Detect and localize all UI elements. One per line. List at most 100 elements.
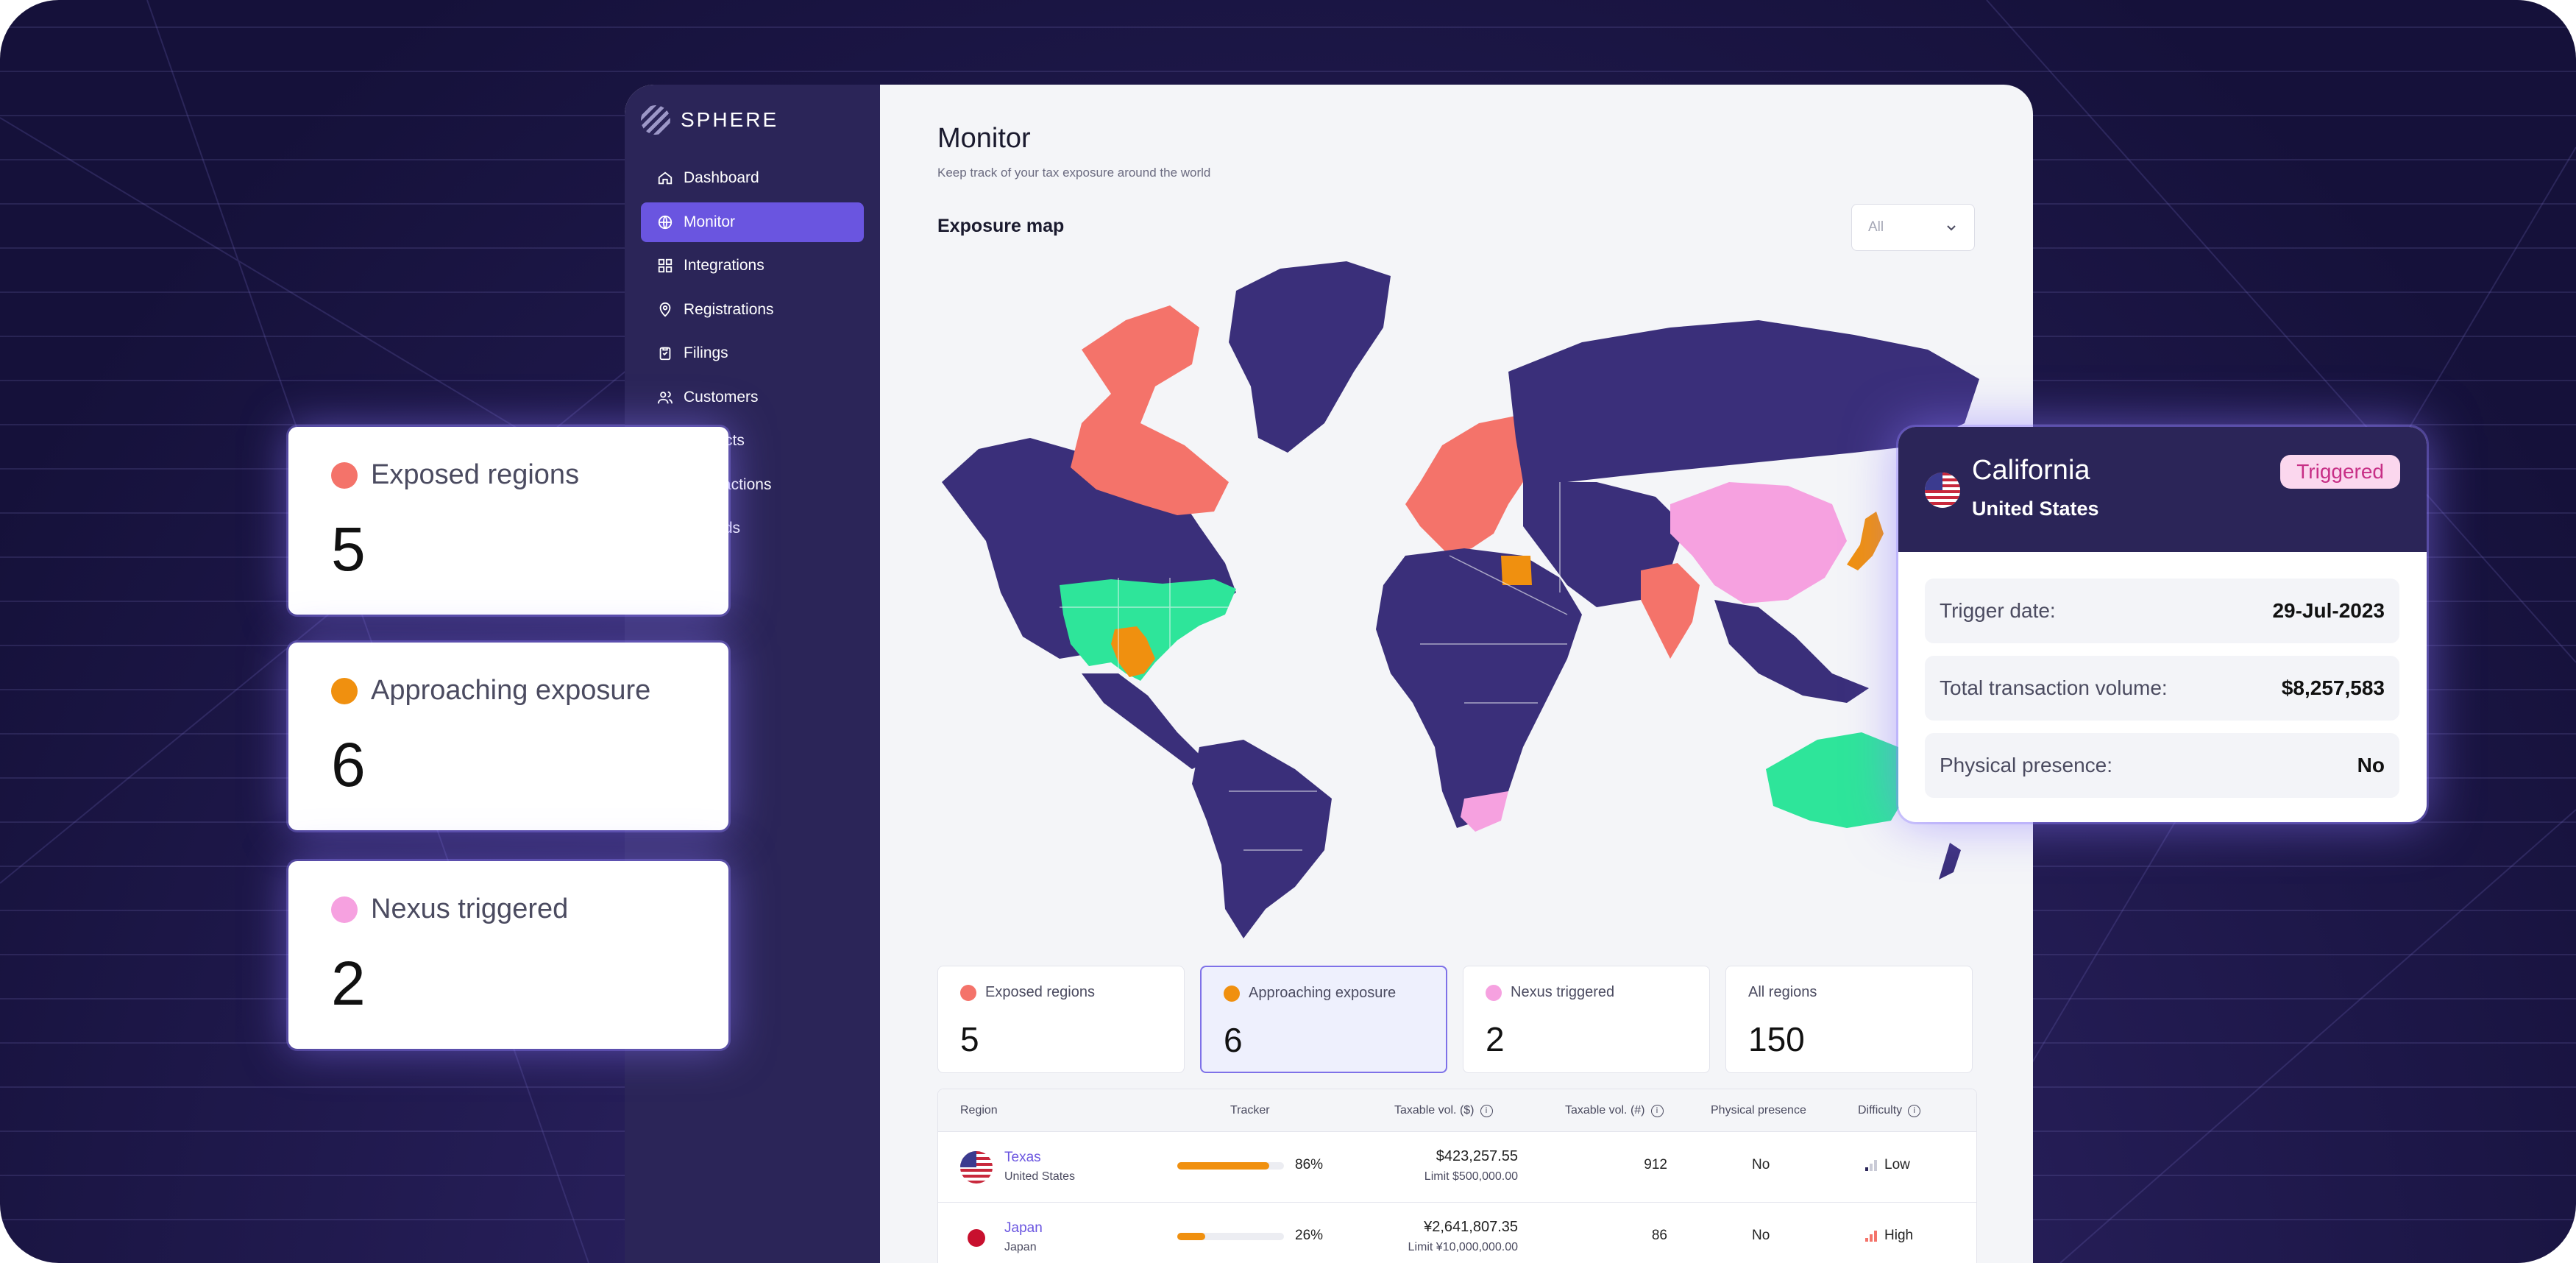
stat-label: Approaching exposure (1224, 985, 1396, 1002)
map-region-japan[interactable] (1847, 512, 1884, 570)
us-flag-icon (960, 1151, 993, 1184)
stat-value: 150 (1748, 1020, 1805, 1058)
map-region-greenland[interactable] (1229, 261, 1391, 453)
map-region-russia[interactable] (1508, 320, 1979, 482)
region-filter-select[interactable]: All (1851, 204, 1975, 251)
sidebar-item-filings[interactable]: Filings (641, 333, 864, 373)
globe-icon (657, 214, 673, 230)
difficulty: High (1865, 1228, 1913, 1244)
tracker-bar (1177, 1233, 1284, 1240)
table-row[interactable]: Japan Japan 26% ¥2,641,807.35 Limit ¥10,000,… (938, 1203, 1976, 1263)
map-region-canada-north[interactable] (1071, 305, 1229, 515)
home-icon (657, 170, 673, 186)
detail-header: California United States Triggered (1898, 427, 2427, 552)
sidebar-item-label: Monitor (684, 213, 736, 230)
pin-icon (657, 302, 673, 318)
map-region-europe[interactable] (1405, 416, 1530, 556)
taxable-count: 86 (1651, 1228, 1667, 1243)
region-link[interactable]: Japan (1004, 1220, 1043, 1236)
main-content: Monitor Keep track of your tax exposure … (880, 85, 2033, 1263)
header-physical-presence[interactable]: Physical presence (1711, 1104, 1806, 1117)
info-icon[interactable]: i (1908, 1104, 1921, 1117)
stat-label: Exposed regions (960, 984, 1095, 1001)
taxable-limit: Limit ¥10,000,000.00 (1408, 1241, 1518, 1253)
info-icon[interactable]: i (1480, 1104, 1493, 1117)
detail-label: Physical presence: (1940, 754, 2113, 776)
region-country: United States (1004, 1170, 1076, 1183)
detail-region-name: California (1972, 455, 2090, 486)
status-dot-icon (331, 461, 358, 489)
app-window: SPHERE Dashboard Monitor Integrations Regis… (625, 85, 2033, 1263)
header-taxable-count[interactable]: Taxable vol. (#) i (1565, 1104, 1664, 1117)
sidebar-item-label: Customers (684, 388, 759, 406)
header-tracker[interactable]: Tracker (1230, 1104, 1270, 1117)
detail-value: $8,257,583 (2281, 676, 2385, 699)
floating-card-exposed-regions: Exposed regions 5 (288, 427, 728, 615)
stat-card-approaching-exposure[interactable]: Approaching exposure 6 (1200, 966, 1447, 1073)
page-title: Monitor (937, 123, 1031, 154)
floating-card-label: Approaching exposure (331, 675, 650, 707)
stat-card-exposed-regions[interactable]: Exposed regions 5 (937, 966, 1185, 1073)
stat-card-nexus-triggered[interactable]: Nexus triggered 2 (1463, 966, 1710, 1073)
stat-value: 2 (1486, 1020, 1505, 1058)
tracker-percent: 26% (1295, 1228, 1324, 1243)
difficulty: Low (1865, 1157, 1910, 1173)
table-row[interactable]: Texas United States 86% $423,257.55 Limit $5… (938, 1132, 1976, 1203)
exposure-map[interactable] (934, 261, 1987, 938)
table-body: Texas United States 86% $423,257.55 Limit $5… (938, 1132, 1976, 1263)
status-dot-icon (331, 896, 358, 923)
sidebar-item-registrations[interactable]: Registrations (641, 290, 864, 330)
region-filter-value: All (1868, 219, 1884, 235)
detail-label: Trigger date: (1940, 599, 2056, 622)
floating-card-label: Exposed regions (331, 459, 579, 491)
sidebar-item-customers[interactable]: Customers (641, 378, 864, 417)
map-region-south-africa[interactable] (1461, 791, 1508, 832)
logo-text: SPHERE (681, 108, 779, 131)
sidebar-item-integrations[interactable]: Integrations (641, 246, 864, 286)
difficulty-bars-icon (1865, 1159, 1877, 1171)
status-dot-icon (1224, 985, 1240, 1002)
map-region-south-america[interactable] (1192, 740, 1332, 938)
map-region-texas[interactable] (1111, 626, 1155, 677)
logo[interactable]: SPHERE (641, 105, 778, 135)
detail-value: No (2357, 754, 2385, 776)
us-flag-icon (1925, 473, 1960, 508)
map-region-central-america[interactable] (1082, 673, 1207, 769)
tracker-bar (1177, 1162, 1284, 1170)
page-subtitle: Keep track of your tax exposure around t… (937, 166, 1211, 180)
floating-card-value: 6 (331, 730, 366, 799)
status-dot-icon (331, 677, 358, 704)
floating-card-value: 5 (331, 514, 366, 584)
sphere-logo-icon (641, 105, 670, 135)
map-region-egypt[interactable] (1501, 556, 1532, 585)
physical-presence: No (1752, 1228, 1770, 1243)
regions-table: Region Tracker Taxable vol. ($) i Taxable… (937, 1089, 1977, 1263)
tracker-percent: 86% (1295, 1157, 1324, 1172)
stat-card-all-regions[interactable]: All regions 150 (1725, 966, 1973, 1073)
taxable-count: 912 (1644, 1157, 1667, 1172)
sidebar-item-monitor[interactable]: Monitor (641, 202, 864, 242)
map-region-southeast-asia[interactable] (1714, 600, 1869, 703)
difficulty-bars-icon (1865, 1230, 1877, 1242)
sidebar-item-dashboard[interactable]: Dashboard (641, 158, 864, 198)
region-link[interactable]: Texas (1004, 1150, 1041, 1165)
region-detail-card: California United States Triggered Trigg… (1898, 427, 2427, 822)
users-icon (657, 389, 673, 406)
info-icon[interactable]: i (1650, 1104, 1664, 1117)
header-region[interactable]: Region (960, 1104, 998, 1117)
stat-value: 6 (1224, 1021, 1243, 1059)
map-region-africa[interactable] (1376, 548, 1582, 828)
header-taxable-amount[interactable]: Taxable vol. ($) i (1394, 1104, 1493, 1117)
map-region-new-zealand[interactable] (1939, 843, 1961, 880)
map-section-title: Exposure map (937, 216, 1065, 236)
sidebar-item-label: Filings (684, 344, 728, 361)
header-difficulty[interactable]: Difficulty i (1858, 1104, 1921, 1117)
map-region-australia[interactable] (1766, 732, 1913, 828)
floating-card-label: Nexus triggered (331, 894, 568, 925)
status-badge: Triggered (2280, 455, 2400, 489)
map-region-india[interactable] (1641, 563, 1700, 659)
map-region-china[interactable] (1670, 482, 1847, 604)
taxable-amount: $423,257.55 (1436, 1148, 1518, 1164)
sidebar-item-label: Dashboard (684, 169, 759, 186)
map-region-usa[interactable] (1060, 579, 1236, 681)
